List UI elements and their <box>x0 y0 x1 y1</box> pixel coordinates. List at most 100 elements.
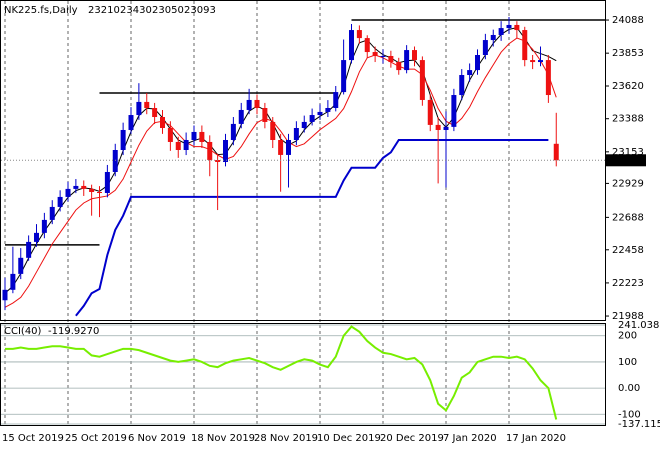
candle-body <box>506 24 512 29</box>
candle-body <box>26 241 32 258</box>
candle-body <box>112 149 118 172</box>
candle-body <box>34 232 39 242</box>
candle-body <box>301 121 307 129</box>
candle-body <box>333 92 339 108</box>
candle-body <box>136 101 142 116</box>
candle-body <box>207 141 213 161</box>
candle-body <box>475 54 480 71</box>
candle-body <box>104 171 110 193</box>
candle-body <box>238 109 244 124</box>
y-tick-label: 200 <box>618 331 637 342</box>
candle-body <box>246 99 252 110</box>
candle-body <box>97 192 102 194</box>
candle-body <box>325 107 331 112</box>
candle-body <box>160 117 165 129</box>
candle-body <box>57 196 63 207</box>
x-tick-label: 15 Oct 2019 <box>2 433 64 444</box>
candle-body <box>404 50 410 71</box>
candle-body <box>341 60 347 93</box>
price-panel <box>0 0 606 321</box>
cci-line <box>5 325 558 420</box>
candle-body <box>427 99 433 125</box>
x-tick-label: 6 Nov 2019 <box>128 433 186 444</box>
candle-body <box>443 126 449 130</box>
ohlc-readout: 23210 <box>88 5 120 16</box>
candle-body <box>372 52 378 56</box>
candle-body <box>388 55 394 63</box>
candle-body <box>498 28 504 35</box>
candle-body <box>270 121 276 140</box>
candle-body <box>183 139 189 150</box>
cci-title: CCI(40) <box>4 326 42 337</box>
ohlc-readout: 23093 <box>184 5 216 16</box>
price-label: 23093 <box>609 155 641 166</box>
candle-body <box>286 139 291 155</box>
candle-body <box>396 62 402 71</box>
cci-panel <box>0 323 606 426</box>
candle-body <box>482 40 488 55</box>
candle-body <box>81 185 87 189</box>
y-tick-label: 23620 <box>612 81 644 92</box>
candle-body <box>152 107 158 118</box>
candle-body <box>317 111 323 116</box>
y-tick-label: 22223 <box>612 278 644 289</box>
candle-body <box>530 60 536 63</box>
candle-body <box>364 38 370 53</box>
candle-body <box>262 107 268 122</box>
cci-readout: -119.9270 <box>48 326 99 337</box>
candle-body <box>49 206 55 220</box>
candle-body <box>349 30 354 61</box>
x-tick-label: 18 Nov 2019 <box>191 433 255 444</box>
x-tick-label: 20 Dec 2019 <box>380 433 444 444</box>
y-tick-label: 23388 <box>612 114 644 125</box>
candle-body <box>144 101 150 108</box>
y-tick-label: -137.1155 <box>618 419 660 430</box>
y-tick-label: 22458 <box>612 245 644 256</box>
candle-body <box>459 75 465 96</box>
candle-body <box>412 50 417 61</box>
y-tick-label: -100 <box>618 409 641 420</box>
x-tick-label: 10 Dec 2019 <box>317 433 381 444</box>
y-tick-label: 23153 <box>612 147 644 158</box>
overlay-line <box>75 138 549 317</box>
overlay-line <box>4 37 557 308</box>
chart-title: NK225.fs,Daily <box>4 5 78 16</box>
candle-body <box>230 123 236 140</box>
candle-body <box>538 60 543 63</box>
candle-body <box>215 160 221 162</box>
candle-body <box>380 55 386 57</box>
candle-body <box>73 185 79 189</box>
candle-body <box>10 273 16 290</box>
candle-body <box>128 115 134 130</box>
candle-body <box>199 131 205 142</box>
x-tick-label: 7 Jan 2020 <box>443 433 497 444</box>
candle-body <box>514 24 520 31</box>
y-tick-label: 22929 <box>612 178 644 189</box>
candle-body <box>2 289 8 301</box>
candle-body <box>18 257 24 274</box>
y-tick-label: 23853 <box>612 48 644 59</box>
candle-body <box>167 128 173 142</box>
candle-body <box>89 188 95 193</box>
candle-body <box>254 99 260 108</box>
ohlc-readout: 23430 <box>120 5 152 16</box>
candle-body <box>419 60 425 100</box>
y-tick-label: 241.0386 <box>618 320 660 331</box>
candle-body <box>545 60 551 96</box>
ohlc-readout: 23050 <box>152 5 184 16</box>
candle-body <box>120 129 126 150</box>
candle-body <box>293 128 299 140</box>
candle-body <box>65 188 71 197</box>
candle-body <box>467 70 473 76</box>
candle-body <box>278 139 284 155</box>
candle-body <box>435 124 441 130</box>
y-tick-label: 100 <box>618 357 637 368</box>
y-tick-label: 21988 <box>612 311 644 322</box>
candle-body <box>191 131 197 140</box>
candle-body <box>175 141 181 150</box>
y-tick-label: 0.00 <box>618 383 640 394</box>
x-tick-label: 28 Nov 2019 <box>254 433 318 444</box>
candle-body <box>490 34 496 41</box>
